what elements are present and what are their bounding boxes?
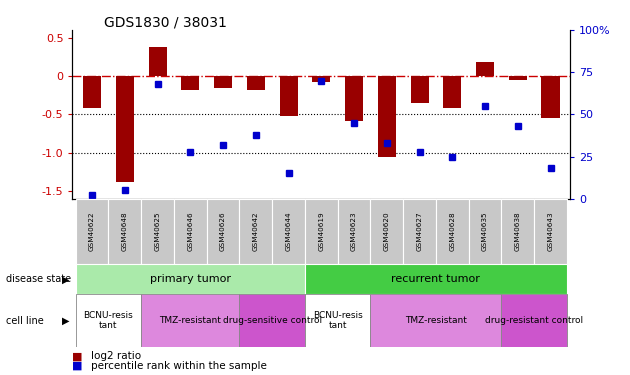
Bar — [174, 199, 207, 264]
Bar — [207, 199, 239, 264]
Text: drug-sensitive control: drug-sensitive control — [222, 316, 322, 325]
Bar — [214, 76, 232, 87]
Text: BCNU-resis
tant: BCNU-resis tant — [84, 311, 134, 330]
Bar — [141, 199, 174, 264]
Bar — [116, 76, 134, 182]
Bar — [338, 199, 370, 264]
Text: GSM40626: GSM40626 — [220, 212, 226, 251]
Bar — [247, 76, 265, 90]
Text: GDS1830 / 38031: GDS1830 / 38031 — [104, 15, 227, 29]
Text: disease state: disease state — [6, 274, 71, 284]
Bar — [370, 199, 403, 264]
Text: ▶: ▶ — [62, 316, 70, 326]
Bar — [149, 47, 166, 76]
Bar — [378, 76, 396, 157]
Bar — [501, 199, 534, 264]
Bar — [444, 76, 461, 108]
Text: GSM40635: GSM40635 — [482, 212, 488, 251]
Text: primary tumor: primary tumor — [150, 274, 231, 284]
Bar — [141, 294, 239, 347]
Text: GSM40644: GSM40644 — [285, 212, 292, 251]
Text: ■: ■ — [72, 361, 83, 370]
Bar — [76, 294, 141, 347]
Text: GSM40619: GSM40619 — [318, 212, 324, 251]
Text: drug-resistant control: drug-resistant control — [485, 316, 583, 325]
Bar — [305, 264, 567, 294]
Text: GSM40620: GSM40620 — [384, 212, 390, 251]
Bar — [534, 199, 567, 264]
Text: GSM40646: GSM40646 — [187, 212, 193, 251]
Bar — [76, 264, 305, 294]
Bar — [83, 76, 101, 108]
Text: GSM40648: GSM40648 — [122, 212, 128, 251]
Bar — [76, 199, 108, 264]
Text: GSM40638: GSM40638 — [515, 212, 521, 251]
Text: GSM40642: GSM40642 — [253, 212, 259, 251]
Bar — [501, 294, 567, 347]
Bar — [305, 199, 338, 264]
Bar — [181, 76, 199, 90]
Bar — [239, 199, 272, 264]
Bar — [469, 199, 501, 264]
Text: percentile rank within the sample: percentile rank within the sample — [91, 361, 267, 370]
Text: recurrent tumor: recurrent tumor — [391, 274, 480, 284]
Bar — [542, 76, 559, 118]
Text: BCNU-resis
tant: BCNU-resis tant — [313, 311, 362, 330]
Bar — [476, 62, 494, 76]
Text: ■: ■ — [72, 351, 83, 361]
Bar — [345, 76, 363, 120]
Bar — [280, 76, 297, 116]
Text: GSM40643: GSM40643 — [547, 212, 554, 251]
Bar — [370, 294, 501, 347]
Text: TMZ-resistant: TMZ-resistant — [405, 316, 467, 325]
Bar — [108, 199, 141, 264]
Bar — [403, 199, 436, 264]
Bar — [509, 76, 527, 80]
Bar — [272, 199, 305, 264]
Text: GSM40625: GSM40625 — [154, 212, 161, 251]
Bar — [312, 76, 330, 82]
Text: GSM40628: GSM40628 — [449, 212, 455, 251]
Text: GSM40627: GSM40627 — [416, 212, 423, 251]
Text: ▶: ▶ — [62, 274, 70, 284]
Bar — [436, 199, 469, 264]
Text: GSM40623: GSM40623 — [351, 212, 357, 251]
Text: GSM40622: GSM40622 — [89, 212, 95, 251]
Bar — [411, 76, 428, 103]
Bar — [305, 294, 370, 347]
Text: TMZ-resistant: TMZ-resistant — [159, 316, 221, 325]
Text: cell line: cell line — [6, 316, 44, 326]
Text: log2 ratio: log2 ratio — [91, 351, 142, 361]
Bar — [239, 294, 305, 347]
